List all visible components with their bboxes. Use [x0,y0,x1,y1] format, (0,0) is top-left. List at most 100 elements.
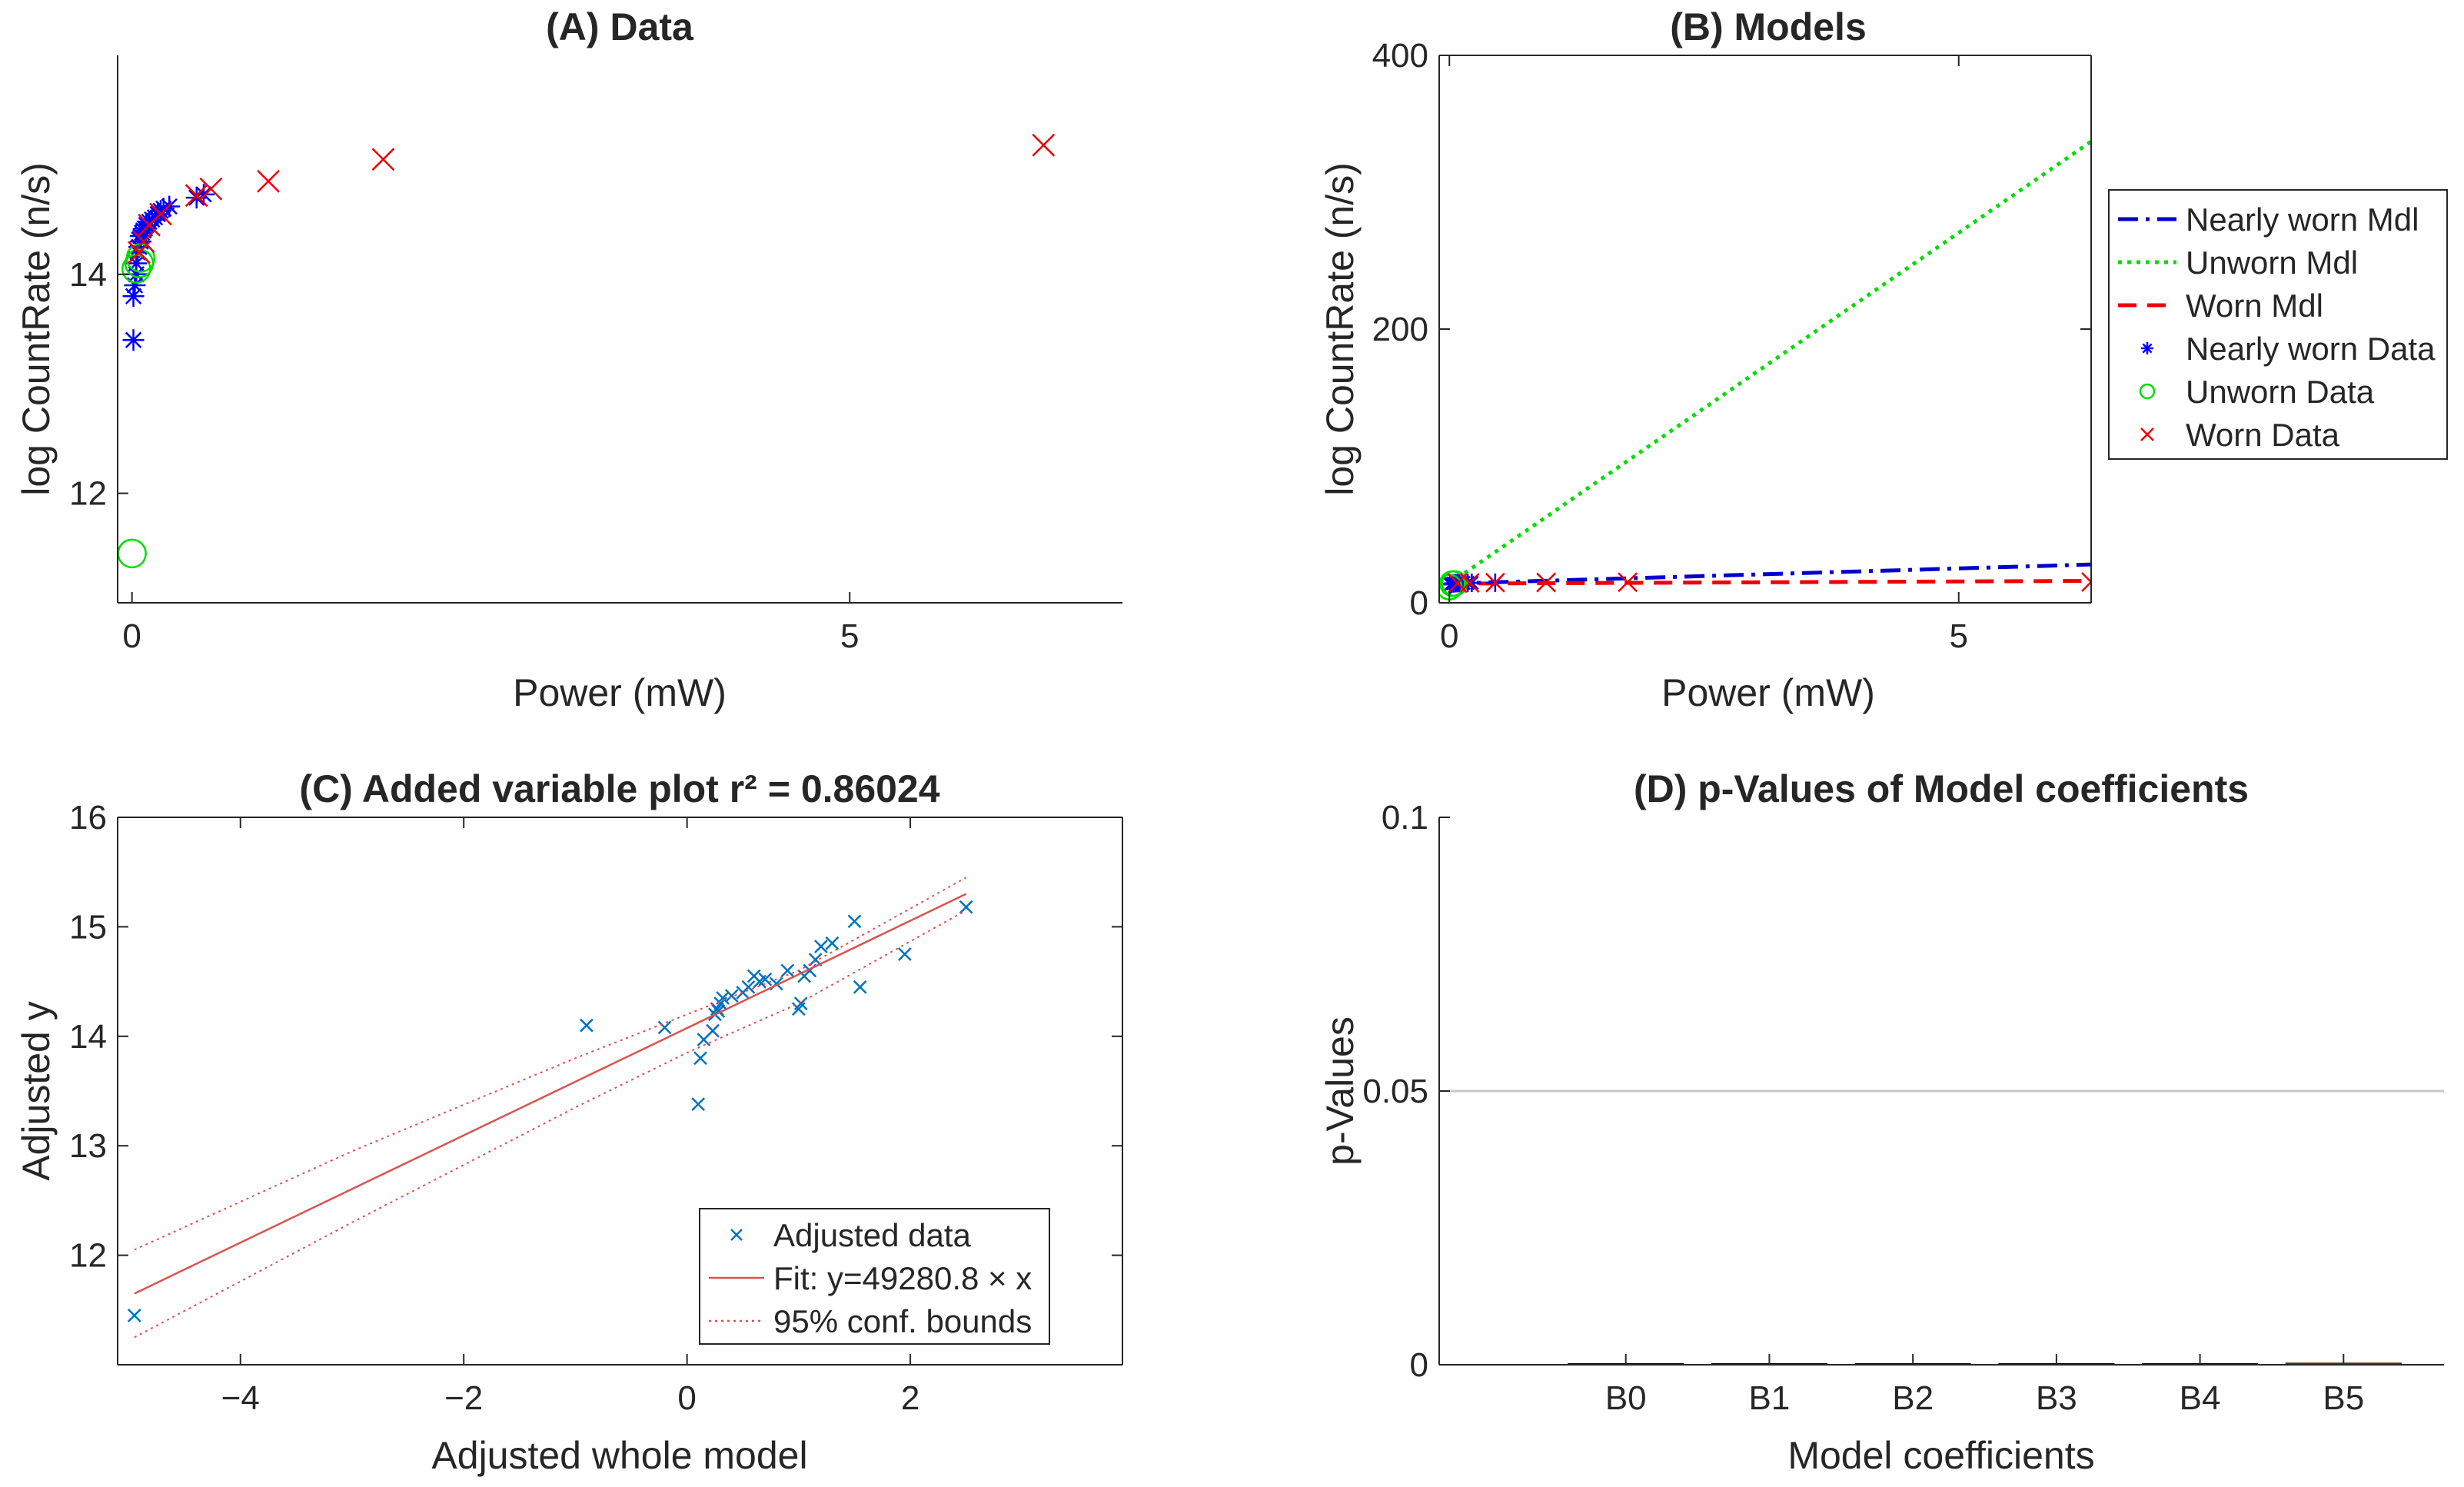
y-tick-label: 14 [69,256,107,294]
data-point-w_data [2081,572,2091,592]
data-point-adjusted [758,972,773,986]
panel-a-x-label: Power (mW) [513,671,727,714]
data-point-nw [185,187,208,209]
data-point-nw [193,183,215,205]
legend-label-fit: Fit: y=49280.8 × x [773,1260,1032,1296]
legend-label-nw_data: Nearly worn Data [2186,331,2436,367]
data-point-nw [124,274,146,297]
panel-d: (D) p-Values of Model coefficients 0 0.05… [1318,767,2444,1477]
x-tick-label: −4 [221,1379,260,1417]
data-point-w [199,177,223,201]
panel-c-title: (C) Added variable plot r² = 0.86024 [299,767,939,810]
data-point-nw [122,285,145,308]
panel-d-x-label: Model coefficients [1787,1434,2094,1477]
data-point-adjusted [657,1020,672,1035]
x-tick-label: 0 [677,1379,696,1417]
data-point-nw_data [1462,574,1481,593]
x-tick-label: 0 [122,617,141,655]
data-point-adjusted [693,1051,707,1066]
panel-b-axes: 0 200 400 0 5 [1372,37,2092,655]
model-line-nw_mdl [1449,562,2091,586]
fit-line [134,893,967,1295]
panel-b-marks [1439,140,2091,600]
data-point-w [131,230,155,253]
data-point-w [185,184,208,208]
data-point-w_data [1618,572,1638,593]
data-point-adjusted [780,963,795,978]
panel-a-y-label: log CountRate (n/s) [15,162,58,496]
y-tick-label: 400 [1372,37,1428,75]
legend-label-w_mdl: Worn Mdl [2186,288,2323,324]
y-tick-label: 12 [69,475,107,513]
y-tick-label: 13 [69,1127,107,1165]
data-point-adjusted [825,936,840,950]
legend-swatch-w_data [2140,427,2154,441]
panel-d-marks [1439,1089,2444,1365]
model-line-w_mdl [1449,579,2091,586]
legend-box [2108,189,2448,460]
y-tick-label: 0 [1410,584,1428,622]
panel-b: (B) Models 0 200 400 0 5 Power (mW) log Coun… [1318,5,2448,714]
data-point-adjusted [691,1097,706,1111]
panel-b-x-label: Power (mW) [1661,671,1875,714]
data-point-w_data [1459,573,1480,593]
y-tick-label: 0.1 [1382,799,1428,837]
legend-label-un_mdl: Unworn Mdl [2186,245,2358,281]
data-point-adjusted [724,989,739,1003]
y-tick-label: 200 [1372,311,1428,348]
y-tick-label: 0 [1410,1346,1428,1384]
confidence-bound-line [134,877,967,1251]
data-point-adjusted [847,914,862,929]
x-tick-label: 5 [1950,617,1968,655]
panel-d-title: (D) p-Values of Model coefficients [1634,767,2249,810]
data-point-adjusted [580,1018,594,1033]
data-point-nw [127,241,149,264]
x-tick-label: B2 [1892,1379,1934,1417]
data-point-adjusted [959,900,973,914]
data-point-w [149,202,172,226]
panel-c-axes: 12 13 14 15 16 −4 −2 0 2 [69,799,1123,1417]
x-tick-label: B3 [2036,1379,2077,1417]
data-point-adjusted [741,980,756,994]
data-point-nw [152,198,175,220]
data-point-un [118,538,147,569]
y-tick-label: 0.05 [1362,1073,1428,1110]
confidence-bound-line [134,910,967,1339]
panel-c-marks [127,877,973,1339]
legend-swatch-nw_data [2141,342,2153,354]
legend-box [699,1208,1050,1345]
y-tick-label: 15 [69,908,107,946]
data-point-w [371,148,395,171]
data-point-w_data [1485,572,1505,593]
data-point-nw [125,252,148,274]
x-tick-label: 5 [840,617,859,655]
legend-swatch-un_data [2139,383,2156,400]
panel-c-x-label: Adjusted whole model [431,1434,807,1477]
x-tick-label: B5 [2323,1379,2364,1417]
x-tick-label: B1 [1749,1379,1791,1417]
x-tick-label: B4 [2180,1379,2221,1417]
model-line-un_mdl [1448,140,2091,586]
panel-b-legend: Nearly worn Mdl Unworn Mdl Worn Mdl Nearly … [2108,189,2448,460]
legend-swatch-adj [730,1229,743,1241]
data-point-w_data [1536,572,1557,593]
panel-a-marks [118,133,1056,569]
panel-b-title: (B) Models [1670,5,1867,48]
legend-label-un_data: Unworn Data [2186,374,2375,410]
x-tick-label: 2 [901,1379,919,1417]
panel-c-legend: Adjusted data Fit: y=49280.8 × x 95% conf.… [699,1208,1050,1345]
data-point-adjusted [853,980,867,994]
panel-c-y-label: Adjusted y [15,1001,58,1180]
y-tick-label: 14 [69,1018,107,1056]
x-tick-label: 0 [1440,617,1458,655]
data-point-nw [122,329,145,351]
legend-label-w_data: Worn Data [2186,417,2340,453]
panel-a-axes: 12 14 0 5 [69,55,1122,655]
y-tick-label: 12 [69,1237,107,1275]
panel-c: (C) Added variable plot r² = 0.86024 12 1… [15,767,1123,1477]
panel-a-title: (A) Data [546,5,694,48]
data-point-adjusted [127,1309,141,1322]
panel-d-axes: 0 0.05 0.1 B0 B1 B2 B3 B4 B5 [1362,799,2444,1417]
data-point-adjusted [706,1023,720,1038]
